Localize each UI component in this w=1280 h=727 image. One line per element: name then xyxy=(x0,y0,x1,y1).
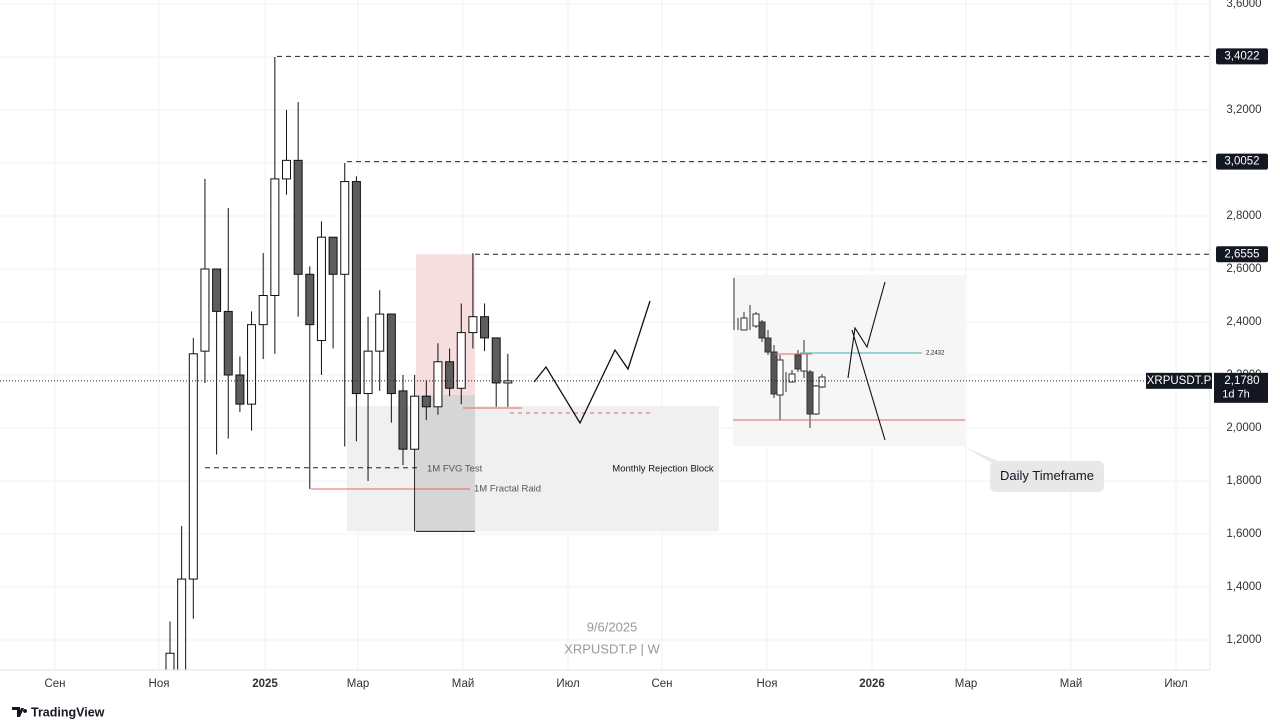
x-tick-label: Май xyxy=(452,678,475,690)
candle-body xyxy=(491,337,501,384)
callout-text: Daily Timeframe xyxy=(1000,468,1094,483)
x-tick-label: Июл xyxy=(1164,678,1187,690)
symbol-tag xyxy=(1146,372,1212,389)
rejection-block xyxy=(347,406,719,532)
candle-body xyxy=(212,268,222,312)
candle-body xyxy=(340,181,350,275)
rejection-block-label: Monthly Rejection Block xyxy=(612,464,714,475)
level-tag xyxy=(1216,153,1268,170)
candle-body xyxy=(270,178,280,296)
x-tick-label: Сен xyxy=(44,678,65,690)
countdown-label: 1d 7h xyxy=(1222,389,1250,401)
candle-body xyxy=(316,236,326,342)
candle-body xyxy=(375,313,385,352)
level-tag xyxy=(1216,48,1268,65)
candle-body xyxy=(351,181,361,395)
x-tick-label: Ноя xyxy=(757,678,778,690)
fvg-label: 1M FVG Test xyxy=(427,463,483,474)
y-tick-label: 3,2000 xyxy=(1226,104,1261,116)
brand-logo xyxy=(12,707,28,717)
watermark-symbol: XRPUSDT.P | W xyxy=(564,641,660,656)
daily-level-label: 2,2432 xyxy=(926,351,945,357)
last-price-label: 2,1780 xyxy=(1224,375,1259,387)
candle-body xyxy=(282,159,291,180)
y-tick-label: 2,8000 xyxy=(1226,210,1261,222)
y-tick-label: 2,0000 xyxy=(1226,422,1261,434)
candle-body xyxy=(398,390,408,450)
y-tick-label: 2,4000 xyxy=(1226,316,1261,328)
candle-body xyxy=(386,313,396,395)
projection-path xyxy=(533,300,651,425)
candle-body xyxy=(235,374,245,405)
candle-body xyxy=(468,316,478,334)
watermark-date: 9/6/2025 xyxy=(587,619,638,634)
candle-body xyxy=(247,324,257,405)
candle-body xyxy=(305,273,315,326)
candle-body xyxy=(188,353,198,580)
y-tick-label: 1,6000 xyxy=(1226,528,1261,540)
candle-body xyxy=(433,361,443,408)
level-label: 3,4022 xyxy=(1224,50,1259,62)
y-tick-label: 1,8000 xyxy=(1226,475,1261,487)
candle-body xyxy=(456,332,466,389)
x-tick-label: Мар xyxy=(347,678,370,690)
y-tick-label: 1,4000 xyxy=(1226,581,1261,593)
candle-body xyxy=(258,295,268,326)
x-tick-label: Июл xyxy=(556,678,579,690)
brand: TradingView xyxy=(31,705,105,719)
fractal-label: 1M Fractal Raid xyxy=(474,483,541,494)
x-tick-label: Сен xyxy=(651,678,672,690)
level-label: 2,6555 xyxy=(1224,248,1259,260)
callout-box xyxy=(990,461,1104,492)
candle-body xyxy=(328,236,338,275)
candle-body xyxy=(421,395,431,408)
candle-body xyxy=(410,395,420,450)
candle-body xyxy=(363,350,373,395)
candle-body xyxy=(177,578,187,670)
y-tick-label: 2,6000 xyxy=(1226,263,1261,275)
x-tick-label: 2025 xyxy=(252,678,278,690)
candle-body xyxy=(223,310,233,376)
candle-body xyxy=(165,652,175,670)
y-tick-label: 1,2000 xyxy=(1226,634,1261,646)
callout-pointer xyxy=(965,447,1000,462)
y-tick-label: 3,6000 xyxy=(1226,0,1261,10)
x-tick-label: Ноя xyxy=(149,678,170,690)
candle-body xyxy=(200,268,210,352)
x-tick-label: Мар xyxy=(955,678,978,690)
last-price-tag xyxy=(1214,372,1268,403)
daily-projection xyxy=(847,281,886,441)
x-tick-label: Май xyxy=(1060,678,1083,690)
candle-body xyxy=(293,159,303,275)
symbol-label: XRPUSDT.P xyxy=(1147,375,1212,387)
candle-body xyxy=(445,361,455,389)
level-tag xyxy=(1216,246,1268,263)
daily-candles-down xyxy=(758,321,814,415)
x-tick-label: 2026 xyxy=(859,678,885,690)
level-label: 3,0052 xyxy=(1224,156,1259,168)
candle-body xyxy=(480,316,490,339)
